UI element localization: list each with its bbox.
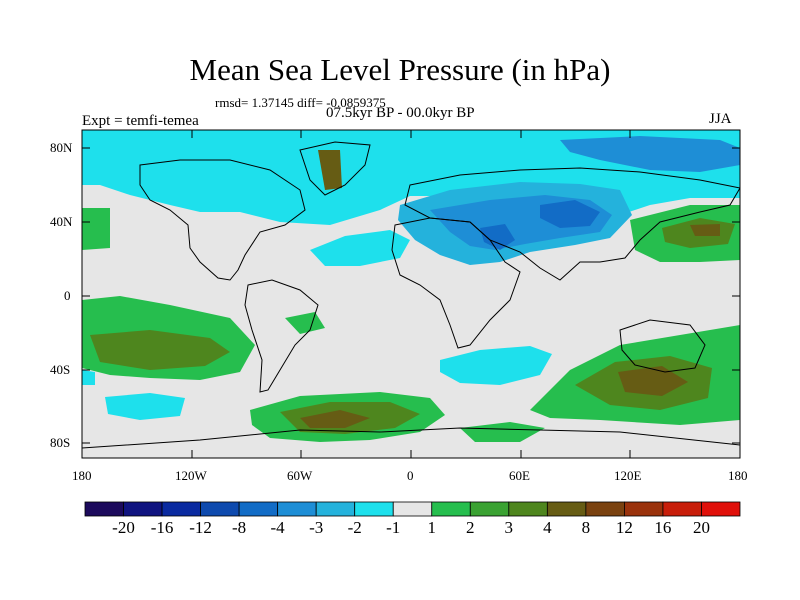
blue-region-siberia	[560, 136, 740, 172]
lat-tick-label: 40N	[50, 214, 73, 229]
stats-line: rmsd= 1.37145 diff= -0.0859375	[215, 95, 386, 110]
colorbar-label: 12	[615, 518, 633, 537]
map-title: Mean Sea Level Pressure (in hPa)	[189, 52, 611, 87]
period-label: 07.5kyr BP - 00.0kyr BP	[326, 105, 475, 121]
colorbar-swatch	[508, 501, 548, 517]
colorbar-label: 16	[654, 518, 672, 537]
coast-eurasia	[404, 167, 740, 281]
colorbar-swatch	[546, 501, 587, 517]
map-field	[82, 130, 740, 458]
colorbar-label: -16	[150, 518, 174, 537]
colorbar-label: 8	[581, 518, 591, 537]
lon-tick-label: 120W	[175, 468, 207, 483]
colorbar-swatch	[161, 501, 201, 517]
cyan-region-atlantic	[310, 230, 410, 266]
colorbar-swatch	[392, 501, 433, 517]
lon-tick-label: 60W	[287, 468, 313, 483]
colorbar-swatch	[84, 501, 124, 517]
lat-tick-label: 40S	[50, 362, 71, 377]
cyan-region-pacific-edge	[82, 370, 95, 385]
axis-ticks	[82, 130, 740, 458]
season-label: JJA	[709, 111, 732, 127]
experiment-label: Expt = temfi-temea	[82, 113, 199, 129]
colorbar-label: 1	[427, 518, 437, 537]
coast-greenland	[299, 141, 371, 196]
lon-tick-label: 180	[728, 468, 748, 483]
coast-australia	[619, 319, 706, 373]
lon-tick-label: 0	[407, 468, 414, 483]
green-region-antarctic-coast	[460, 422, 545, 442]
colorbar-swatch	[469, 501, 510, 517]
green-region-south-america-west	[285, 312, 325, 334]
coast-antarctica	[82, 427, 740, 449]
colorbar-label: -4	[270, 518, 285, 537]
colorbar-label: 3	[504, 518, 514, 537]
colorbar-swatch	[123, 501, 163, 517]
colorbar-swatch	[315, 501, 356, 517]
colorbar-label: -1	[386, 518, 401, 537]
colorbar-label: -12	[189, 518, 212, 537]
colorbar-swatch	[431, 501, 471, 517]
colorbar-swatch	[277, 501, 317, 517]
colorbar-label: 2	[466, 518, 475, 537]
colorbar-swatch	[624, 501, 664, 517]
lon-tick-label: 180	[72, 468, 92, 483]
blue-region-arabia	[480, 224, 515, 250]
coast-south-america	[244, 279, 319, 393]
cyan-region-south-pacific	[105, 393, 185, 420]
colorbar-label: -3	[309, 518, 324, 537]
colorbar-swatch	[585, 501, 625, 517]
brown-region-north-pacific	[690, 224, 720, 236]
colorbar-label: -20	[112, 518, 135, 537]
coastlines	[82, 141, 740, 449]
colorbar-swatch	[701, 501, 741, 517]
blue-region-eurasia-deep	[540, 200, 600, 228]
colorbar-label: -8	[232, 518, 247, 537]
cyan-region-indian-ocean	[440, 346, 552, 385]
green-region-north-pacific-west	[82, 208, 110, 250]
lon-tick-label: 120E	[614, 468, 642, 483]
olive-region-south-pacific	[90, 330, 230, 370]
colorbar-swatch	[200, 501, 240, 517]
colorbar-label: 20	[693, 518, 710, 537]
brown-region-australia	[618, 366, 688, 396]
lat-tick-label: 0	[64, 288, 71, 303]
colorbar-swatch	[238, 501, 279, 517]
brown-region-greenland	[318, 150, 342, 190]
colorbar-label: 4	[543, 518, 552, 537]
lat-tick-label: 80S	[50, 435, 71, 450]
colorbar-swatch	[354, 501, 394, 517]
colorbar	[84, 501, 741, 517]
lon-tick-label: 60E	[509, 468, 530, 483]
brown-region-antarctica	[300, 410, 370, 428]
coast-north-america	[139, 159, 306, 281]
lat-tick-label: 80N	[50, 140, 73, 155]
colorbar-label: -2	[347, 518, 362, 537]
colorbar-swatch	[662, 501, 702, 517]
